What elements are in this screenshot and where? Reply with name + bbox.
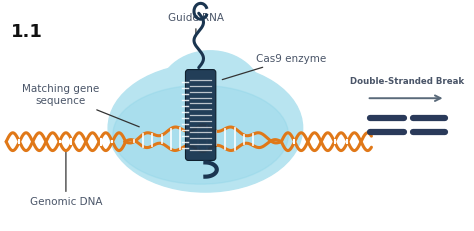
Text: Cas9 enzyme: Cas9 enzyme bbox=[222, 54, 326, 80]
Text: Matching gene
sequence: Matching gene sequence bbox=[22, 85, 139, 127]
Text: Double-Stranded Break: Double-Stranded Break bbox=[350, 77, 465, 86]
Text: Guide RNA: Guide RNA bbox=[168, 13, 224, 36]
FancyBboxPatch shape bbox=[185, 70, 216, 161]
Ellipse shape bbox=[113, 85, 288, 184]
Text: 1.1: 1.1 bbox=[11, 23, 43, 41]
Ellipse shape bbox=[158, 51, 262, 140]
Text: Genomic DNA: Genomic DNA bbox=[30, 150, 102, 207]
Ellipse shape bbox=[108, 64, 302, 192]
